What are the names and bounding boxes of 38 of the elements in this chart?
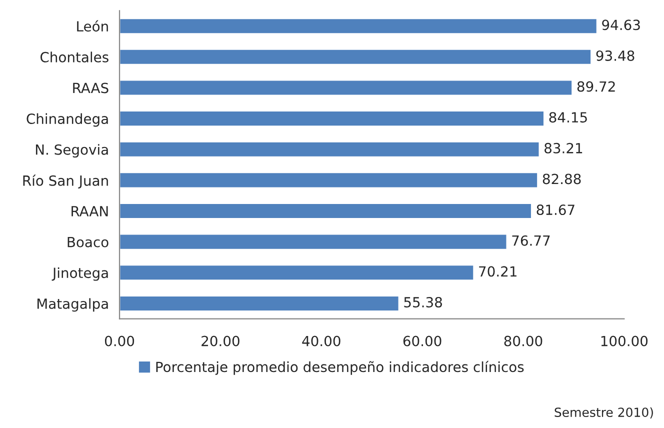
y-tick-label: Río San Juan	[23, 174, 108, 188]
y-tick-label: Chinandega	[26, 113, 108, 127]
data-label: 55.38	[404, 296, 442, 308]
x-tick-label: 0.00	[104, 336, 134, 346]
bar	[120, 264, 475, 282]
bar	[120, 233, 508, 250]
data-label: 89.72	[577, 81, 615, 92]
data-label: 93.48	[596, 50, 634, 61]
bar	[120, 172, 538, 189]
legend-label: Porcentaje promedio desempeño indicadores clínicos	[156, 360, 524, 375]
data-label: 94.63	[602, 20, 640, 30]
x-tick-label: 80.00	[504, 336, 542, 346]
bar	[120, 48, 592, 66]
y-tick-label: Chontales	[40, 52, 108, 62]
y-tick-label: Boaco	[68, 236, 108, 248]
data-label: 70.21	[479, 266, 516, 277]
data-label: 82.88	[542, 174, 581, 184]
x-tick-label: 20.00	[202, 336, 240, 346]
data-label: 84.15	[549, 112, 587, 123]
y-tick-label: RAAN	[72, 206, 108, 216]
y-tick-label: Matagalpa	[38, 298, 108, 312]
y-tick-label: N. Segovia	[36, 144, 108, 158]
bar	[120, 295, 400, 312]
data-label: 76.77	[512, 235, 550, 246]
bar	[120, 202, 532, 220]
x-tick-label: 60.00	[403, 336, 442, 346]
x-tick-label: 40.00	[302, 336, 340, 346]
data-label: 83.21	[544, 142, 582, 154]
x-tick-label: 100.00	[601, 336, 648, 346]
bar	[120, 18, 598, 35]
text: Semestre 2010)	[554, 407, 653, 418]
y-tick-label: RAAS	[73, 82, 108, 94]
bar	[120, 140, 540, 158]
y-tick-label: Jinotega	[52, 267, 108, 281]
bar	[120, 110, 545, 127]
bar	[120, 79, 573, 96]
data-label: 81.67	[536, 204, 574, 216]
y-tick-label: León	[77, 20, 108, 32]
